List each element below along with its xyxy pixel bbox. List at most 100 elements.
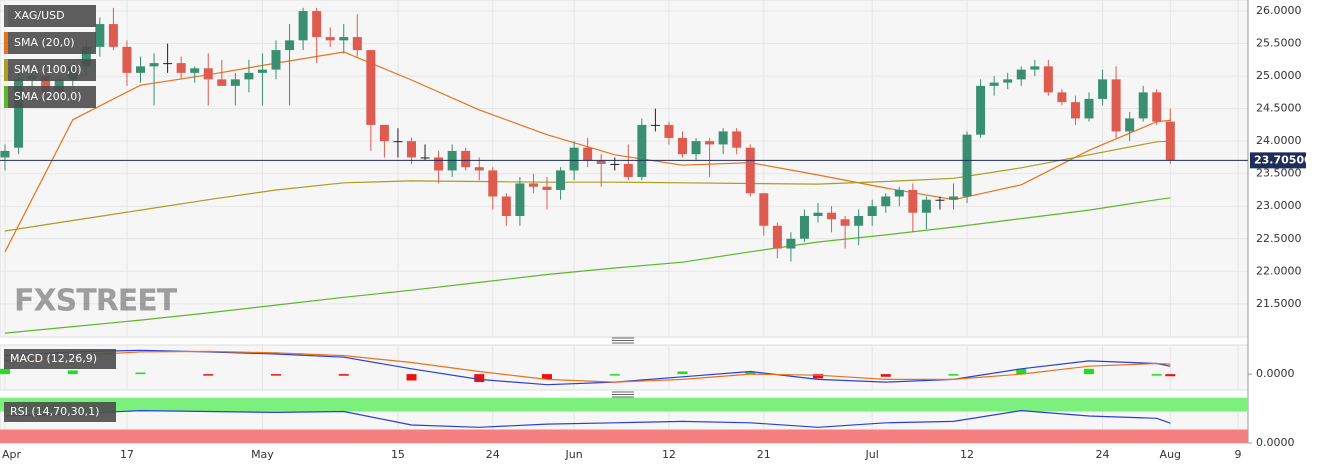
candle-body — [108, 24, 118, 47]
candle-body — [583, 147, 593, 161]
legend-swatch — [4, 32, 8, 54]
candle-body — [949, 196, 958, 200]
histogram-bar — [1151, 374, 1162, 376]
indicator-line — [4, 350, 1171, 383]
panel-handle[interactable] — [612, 337, 634, 344]
candle-body — [1043, 66, 1053, 93]
y-tick-label: 23.5000 — [1256, 167, 1302, 180]
histogram-bar — [203, 374, 214, 376]
candle-body — [664, 124, 674, 138]
candle-body — [732, 131, 742, 148]
x-tick-label: Jun — [565, 448, 583, 461]
candle-body — [1057, 92, 1067, 103]
candle-body — [840, 219, 850, 226]
x-tick-label: 24 — [486, 448, 500, 461]
x-tick-label: Jul — [865, 448, 879, 461]
y-tick-label: 26.0000 — [1256, 4, 1302, 17]
candle-body — [1070, 102, 1080, 119]
candle-body — [854, 215, 864, 226]
y-tick-label: 0.0000 — [1256, 367, 1295, 380]
candle-body — [1016, 69, 1026, 80]
candle-body — [515, 183, 525, 216]
candle-body — [81, 46, 91, 67]
x-tick-label: 9 — [1235, 448, 1242, 461]
candle-body — [54, 79, 64, 93]
candle-body — [244, 72, 254, 80]
x-tick-label: 17 — [120, 448, 134, 461]
x-tick-label: Apr — [2, 448, 22, 461]
y-tick-label: 0.0000 — [1256, 436, 1295, 449]
candle-body — [434, 157, 444, 171]
candle-body — [407, 141, 416, 158]
candle-body — [596, 160, 606, 164]
candle-body — [1125, 118, 1135, 132]
candle-body — [908, 189, 918, 213]
candle-body — [976, 85, 986, 135]
candle-body — [136, 66, 145, 73]
histogram-bar — [271, 374, 281, 376]
candle-body — [298, 11, 308, 41]
x-tick-label: 24 — [1096, 448, 1110, 461]
candle-body — [935, 199, 945, 201]
legend-item: SMA (100,0) — [4, 59, 96, 81]
candle-body — [271, 50, 281, 70]
legend-item: SMA (200,0) — [4, 86, 96, 108]
candle-body — [542, 186, 552, 190]
indicator-line — [4, 409, 1171, 428]
legend-label: XAG/USD — [14, 9, 65, 22]
candle-body — [867, 206, 877, 216]
candle-body — [379, 124, 389, 142]
candle-body — [163, 63, 173, 65]
legend-item: SMA (20,0) — [4, 32, 96, 54]
candle-body — [1003, 79, 1013, 83]
x-tick-label: Aug — [1160, 448, 1181, 461]
candle-body — [393, 141, 403, 143]
histogram-bar — [948, 374, 959, 376]
histogram-bar — [1084, 368, 1094, 375]
candle-body — [623, 163, 633, 177]
candle-body — [1111, 79, 1121, 132]
candle-body — [881, 196, 891, 207]
legend-box — [4, 32, 96, 54]
panel-title: MACD (12,26,9) — [10, 352, 97, 365]
candle-body — [827, 212, 837, 220]
y-tick-label: 24.0000 — [1256, 134, 1302, 147]
candle-body — [285, 40, 295, 51]
candle-body — [637, 124, 647, 177]
candle-body — [352, 37, 362, 51]
plot-background — [0, 344, 1249, 391]
legend-label: SMA (200,0) — [14, 90, 82, 103]
candle-body — [14, 79, 24, 148]
candle-body — [230, 79, 240, 86]
y-tick-label: 23.0000 — [1256, 199, 1302, 212]
candle-body — [1084, 98, 1094, 119]
legend-box — [4, 5, 96, 27]
rsi-lower-band — [0, 429, 1248, 443]
candle-body — [528, 183, 538, 187]
candle-body — [650, 124, 660, 126]
panel-title-box — [4, 349, 116, 369]
histogram-bar — [745, 371, 756, 375]
x-tick-label: 21 — [757, 448, 771, 461]
panel-handle[interactable] — [612, 391, 634, 398]
candle-body — [569, 147, 579, 171]
y-tick-label: 22.0000 — [1256, 264, 1302, 277]
candle-body — [190, 68, 200, 73]
candle-body — [786, 238, 796, 249]
candle-body — [962, 134, 972, 197]
candle-body — [501, 196, 511, 216]
indicator-line — [4, 140, 1171, 232]
grid-layer: FXSTREET — [0, 0, 1252, 444]
histogram-bar — [677, 371, 688, 375]
legend-swatch — [4, 59, 8, 81]
y-tick-label: 25.0000 — [1256, 69, 1302, 82]
candle-body — [1138, 92, 1148, 119]
y-tick-label: 25.5000 — [1256, 37, 1302, 50]
candle-body — [1165, 121, 1175, 161]
candle-body — [813, 212, 823, 216]
x-tick-label: 12 — [662, 448, 676, 461]
watermark: FXSTREET — [14, 284, 178, 319]
candle-body — [759, 193, 769, 226]
candle-body — [420, 157, 430, 159]
candle-body — [1152, 92, 1162, 122]
